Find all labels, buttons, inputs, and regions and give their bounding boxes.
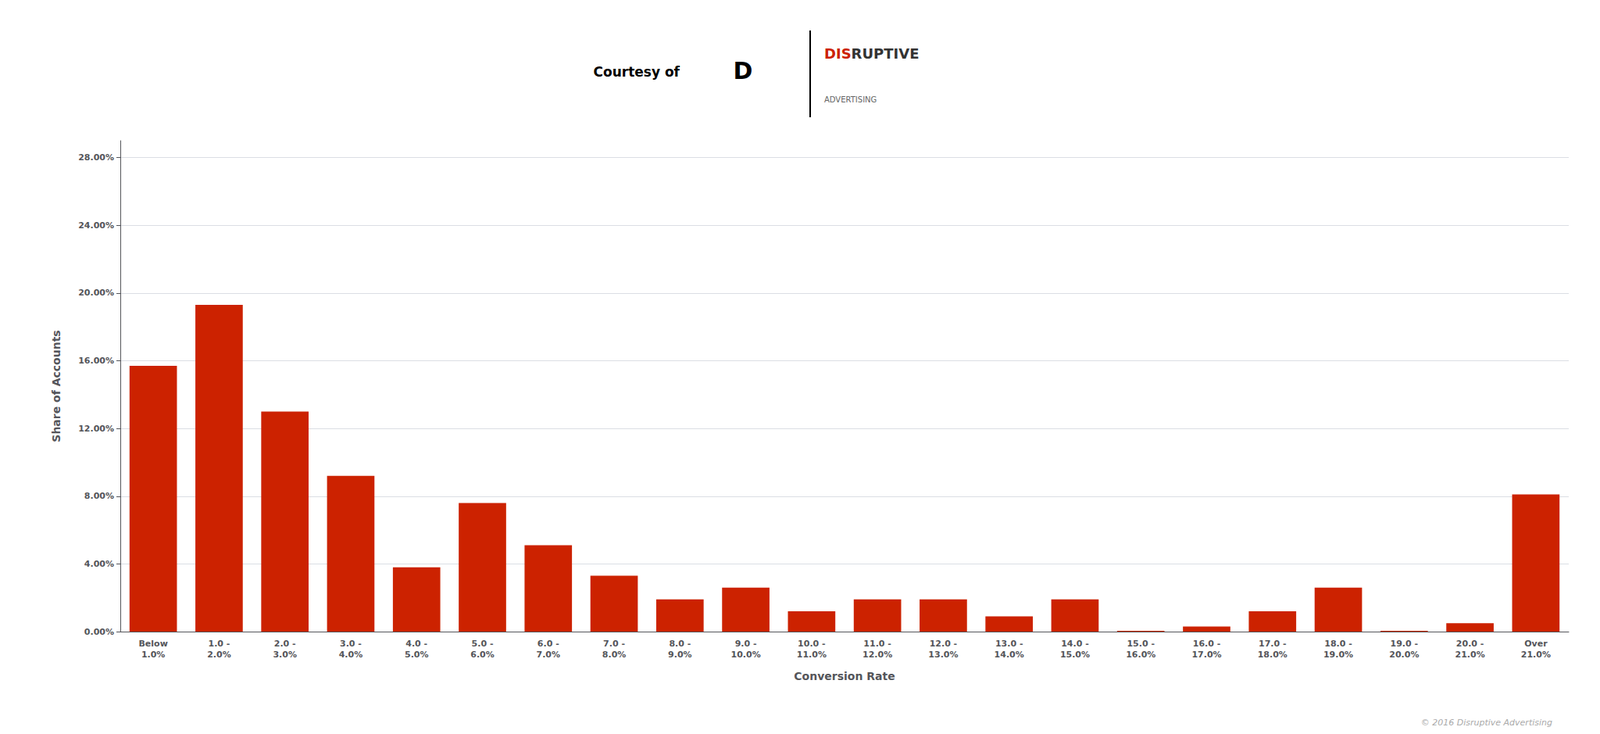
svg-text:8.0%: 8.0% xyxy=(602,649,627,660)
svg-text:13.0 -: 13.0 - xyxy=(995,638,1024,649)
svg-text:© 2016 Disruptive Advertising: © 2016 Disruptive Advertising xyxy=(1421,717,1553,728)
svg-text:0.00%: 0.00% xyxy=(84,626,115,637)
svg-text:5.0%: 5.0% xyxy=(404,649,429,660)
svg-text:15.0%: 15.0% xyxy=(1060,649,1090,660)
svg-text:14.0%: 14.0% xyxy=(994,649,1025,660)
svg-text:5.0 -: 5.0 - xyxy=(471,638,494,649)
svg-text:28.00%: 28.00% xyxy=(78,152,115,163)
svg-text:8.0 -: 8.0 - xyxy=(668,638,691,649)
svg-text:ADVERTISING: ADVERTISING xyxy=(824,95,877,104)
svg-text:16.0 -: 16.0 - xyxy=(1192,638,1222,649)
svg-text:2.0 -: 2.0 - xyxy=(274,638,297,649)
svg-text:12.0 -: 12.0 - xyxy=(929,638,958,649)
svg-text:2.0%: 2.0% xyxy=(207,649,232,660)
svg-text:4.0 -: 4.0 - xyxy=(405,638,428,649)
svg-text:D: D xyxy=(733,57,754,85)
svg-text:DIS: DIS xyxy=(824,45,852,62)
svg-text:10.0 -: 10.0 - xyxy=(797,638,826,649)
svg-text:4.0%: 4.0% xyxy=(339,649,364,660)
svg-text:19.0%: 19.0% xyxy=(1323,649,1354,660)
svg-text:Share of Accounts: Share of Accounts xyxy=(50,329,63,442)
svg-text:8.00%: 8.00% xyxy=(84,490,115,501)
svg-text:24.00%: 24.00% xyxy=(78,220,115,231)
svg-text:12.00%: 12.00% xyxy=(78,423,115,434)
svg-text:19.0 -: 19.0 - xyxy=(1390,638,1419,649)
svg-text:1.0%: 1.0% xyxy=(141,649,166,660)
svg-text:Conversion Rate: Conversion Rate xyxy=(793,669,895,683)
svg-text:RUPTIVE: RUPTIVE xyxy=(851,45,920,62)
svg-text:13.0%: 13.0% xyxy=(928,649,958,660)
svg-text:9.0 -: 9.0 - xyxy=(735,638,758,649)
svg-text:3.0%: 3.0% xyxy=(272,649,297,660)
svg-text:Over: Over xyxy=(1524,638,1548,649)
svg-text:3.0 -: 3.0 - xyxy=(339,638,362,649)
svg-text:9.0%: 9.0% xyxy=(667,649,693,660)
svg-text:20.00%: 20.00% xyxy=(78,287,115,298)
svg-text:18.0 -: 18.0 - xyxy=(1324,638,1353,649)
svg-text:11.0 -: 11.0 - xyxy=(863,638,892,649)
svg-text:17.0%: 17.0% xyxy=(1191,649,1222,660)
svg-text:7.0 -: 7.0 - xyxy=(603,638,625,649)
svg-text:6.0 -: 6.0 - xyxy=(537,638,560,649)
svg-text:21.0%: 21.0% xyxy=(1521,649,1551,660)
svg-text:4.00%: 4.00% xyxy=(84,558,115,569)
svg-text:Below: Below xyxy=(138,638,168,649)
svg-text:15.0 -: 15.0 - xyxy=(1126,638,1155,649)
svg-text:17.0 -: 17.0 - xyxy=(1258,638,1287,649)
svg-text:10.0%: 10.0% xyxy=(731,649,761,660)
svg-text:18.0%: 18.0% xyxy=(1257,649,1288,660)
svg-text:14.0 -: 14.0 - xyxy=(1060,638,1090,649)
svg-text:16.00%: 16.00% xyxy=(78,355,115,366)
svg-text:Courtesy of: Courtesy of xyxy=(593,64,681,80)
svg-text:6.0%: 6.0% xyxy=(470,649,495,660)
svg-text:7.0%: 7.0% xyxy=(536,649,561,660)
svg-text:12.0%: 12.0% xyxy=(862,649,893,660)
svg-text:21.0%: 21.0% xyxy=(1455,649,1486,660)
svg-text:20.0%: 20.0% xyxy=(1389,649,1419,660)
svg-text:11.0%: 11.0% xyxy=(796,649,827,660)
svg-text:20.0 -: 20.0 - xyxy=(1456,638,1485,649)
svg-text:16.0%: 16.0% xyxy=(1125,649,1156,660)
svg-text:1.0 -: 1.0 - xyxy=(207,638,230,649)
